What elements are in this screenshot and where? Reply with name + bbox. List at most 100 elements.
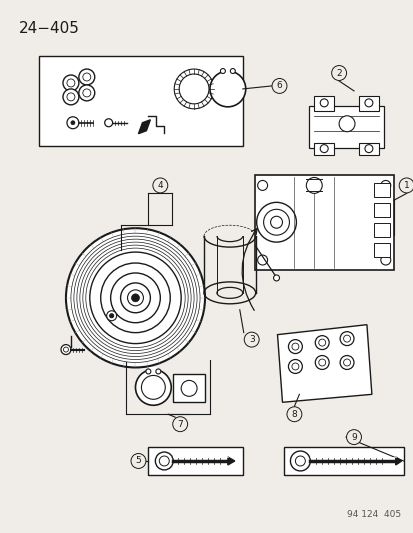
Bar bbox=[284, 447, 403, 475]
Text: 3: 3 bbox=[248, 335, 254, 344]
Circle shape bbox=[61, 345, 71, 354]
Circle shape bbox=[141, 375, 165, 399]
Circle shape bbox=[83, 73, 90, 81]
Bar bbox=[373, 223, 389, 237]
Circle shape bbox=[318, 359, 325, 366]
Circle shape bbox=[67, 93, 75, 101]
Circle shape bbox=[364, 144, 372, 152]
Circle shape bbox=[67, 117, 78, 129]
Bar bbox=[313, 96, 333, 111]
Circle shape bbox=[257, 181, 267, 190]
Circle shape bbox=[273, 275, 279, 281]
Circle shape bbox=[291, 363, 298, 370]
Circle shape bbox=[83, 89, 90, 97]
Circle shape bbox=[263, 209, 289, 235]
Bar bbox=[148, 447, 242, 475]
Circle shape bbox=[78, 85, 95, 101]
Circle shape bbox=[346, 430, 361, 445]
Circle shape bbox=[271, 78, 286, 93]
Circle shape bbox=[380, 181, 390, 190]
Circle shape bbox=[318, 339, 325, 346]
Polygon shape bbox=[395, 457, 401, 465]
Text: 5: 5 bbox=[135, 456, 141, 465]
Circle shape bbox=[63, 75, 78, 91]
Bar bbox=[309, 106, 383, 148]
Circle shape bbox=[306, 177, 321, 193]
Circle shape bbox=[270, 216, 282, 228]
Bar bbox=[254, 175, 393, 270]
Text: 9: 9 bbox=[350, 433, 356, 442]
Bar bbox=[373, 183, 389, 197]
Circle shape bbox=[67, 79, 75, 87]
Circle shape bbox=[131, 454, 145, 469]
Circle shape bbox=[63, 347, 68, 352]
Circle shape bbox=[257, 255, 267, 265]
Circle shape bbox=[78, 69, 95, 85]
Circle shape bbox=[120, 283, 150, 313]
Circle shape bbox=[83, 245, 188, 351]
Circle shape bbox=[288, 360, 301, 374]
Circle shape bbox=[131, 294, 139, 302]
Polygon shape bbox=[138, 120, 150, 134]
Circle shape bbox=[74, 236, 197, 360]
Text: 8: 8 bbox=[291, 410, 297, 419]
Bar bbox=[173, 375, 204, 402]
Circle shape bbox=[331, 66, 346, 80]
Text: 1: 1 bbox=[403, 181, 408, 190]
Circle shape bbox=[339, 332, 353, 345]
Circle shape bbox=[66, 228, 204, 367]
Circle shape bbox=[77, 239, 194, 357]
Circle shape bbox=[71, 121, 75, 125]
Circle shape bbox=[127, 290, 143, 306]
Bar bbox=[149, 367, 157, 373]
Circle shape bbox=[338, 116, 354, 132]
Circle shape bbox=[290, 451, 310, 471]
Circle shape bbox=[315, 336, 328, 350]
Circle shape bbox=[107, 311, 116, 321]
Circle shape bbox=[63, 89, 78, 105]
Circle shape bbox=[209, 71, 245, 107]
Circle shape bbox=[135, 369, 171, 405]
Circle shape bbox=[295, 456, 305, 466]
Circle shape bbox=[172, 417, 187, 432]
Circle shape bbox=[110, 273, 160, 322]
Circle shape bbox=[155, 369, 160, 374]
Circle shape bbox=[286, 407, 301, 422]
Text: 94 124  405: 94 124 405 bbox=[346, 510, 400, 519]
Circle shape bbox=[90, 252, 181, 344]
Circle shape bbox=[152, 178, 167, 193]
Circle shape bbox=[85, 248, 185, 348]
Circle shape bbox=[320, 144, 328, 152]
Circle shape bbox=[339, 356, 353, 369]
Circle shape bbox=[364, 99, 372, 107]
Circle shape bbox=[159, 456, 169, 466]
Text: 4: 4 bbox=[157, 181, 163, 190]
Bar bbox=[313, 143, 333, 155]
Circle shape bbox=[380, 255, 390, 265]
Bar bbox=[39, 56, 242, 146]
Circle shape bbox=[145, 369, 150, 374]
Circle shape bbox=[179, 74, 209, 104]
Circle shape bbox=[256, 203, 296, 242]
Text: 24−405: 24−405 bbox=[19, 21, 80, 36]
Circle shape bbox=[181, 381, 197, 397]
Bar bbox=[358, 143, 378, 155]
Circle shape bbox=[315, 356, 328, 369]
Text: 2: 2 bbox=[335, 69, 341, 77]
Circle shape bbox=[104, 119, 112, 127]
Text: 6: 6 bbox=[276, 82, 282, 91]
Text: 7: 7 bbox=[177, 419, 183, 429]
Circle shape bbox=[80, 242, 191, 353]
Circle shape bbox=[343, 335, 350, 342]
Bar bbox=[358, 96, 378, 111]
Bar bbox=[373, 243, 389, 257]
Circle shape bbox=[291, 343, 298, 350]
Circle shape bbox=[244, 332, 259, 347]
Circle shape bbox=[320, 99, 328, 107]
Circle shape bbox=[155, 452, 173, 470]
Bar bbox=[373, 203, 389, 217]
Circle shape bbox=[398, 178, 413, 193]
Circle shape bbox=[71, 233, 199, 362]
Circle shape bbox=[288, 340, 301, 353]
Circle shape bbox=[100, 263, 170, 333]
